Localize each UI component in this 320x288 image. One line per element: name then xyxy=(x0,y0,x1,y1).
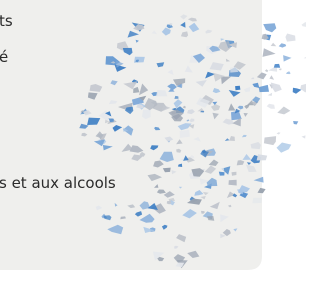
flake xyxy=(263,23,276,32)
flake xyxy=(277,143,292,153)
flake xyxy=(300,84,306,93)
flake xyxy=(277,107,290,115)
flake xyxy=(134,57,145,63)
flake xyxy=(252,198,262,204)
background xyxy=(0,0,306,288)
flake xyxy=(268,93,272,96)
flake xyxy=(293,121,298,125)
flake xyxy=(263,48,276,57)
flake xyxy=(277,132,281,134)
flake xyxy=(304,57,306,59)
flake xyxy=(235,86,240,91)
flake xyxy=(286,71,291,74)
flake xyxy=(232,172,237,176)
flake xyxy=(229,180,237,186)
page-crop: ts é s et aux alcools xyxy=(0,0,306,288)
flake xyxy=(219,172,225,176)
flake xyxy=(279,43,287,47)
flake xyxy=(274,64,280,68)
flake xyxy=(279,68,282,70)
flake xyxy=(283,55,291,62)
flake xyxy=(285,34,295,42)
text-line: ts xyxy=(0,12,13,30)
flake xyxy=(267,104,275,109)
flake xyxy=(265,69,268,72)
flake xyxy=(293,88,302,94)
flake xyxy=(271,83,282,93)
flake xyxy=(264,136,276,145)
flake xyxy=(269,75,274,80)
flake xyxy=(302,135,306,138)
flake xyxy=(271,43,277,47)
text-line: é xyxy=(0,48,8,66)
flake xyxy=(257,154,268,160)
text-line: s et aux alcools xyxy=(0,174,116,192)
flake xyxy=(302,22,307,27)
